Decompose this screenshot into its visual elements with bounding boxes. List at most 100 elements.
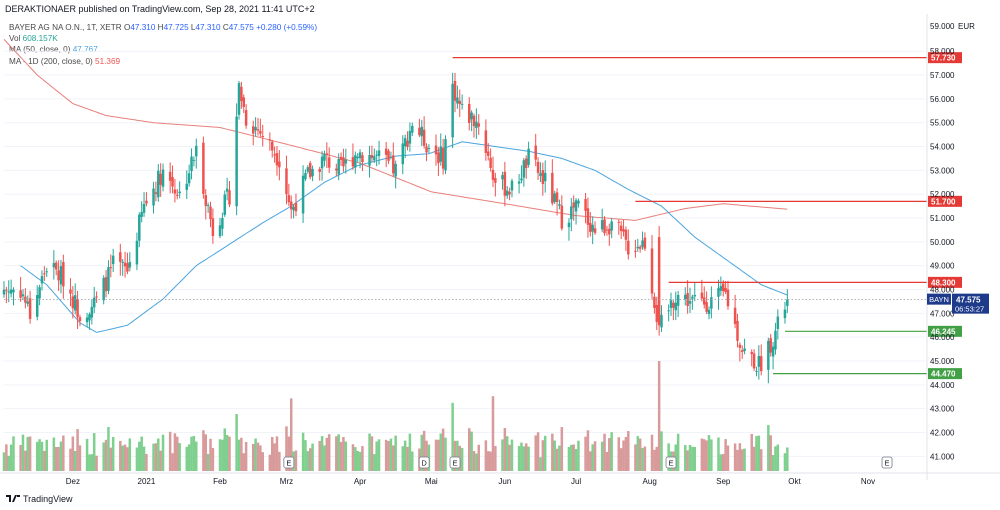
volume-bar [40, 441, 44, 471]
volume-bar [543, 435, 547, 471]
candle-body [85, 317, 89, 323]
volume-bar [553, 440, 556, 471]
candle-body [270, 141, 274, 151]
time-axis[interactable]: Dez 2021 Feb Mrz Apr Mai Jun Jul Aug Sep Okt Nov [0, 472, 1000, 486]
volume-bar [76, 429, 79, 471]
volume-bar [209, 438, 212, 471]
volume-bar [425, 440, 428, 471]
volume-bar [342, 437, 345, 471]
volume-bar [593, 441, 597, 471]
volume-bar [268, 454, 272, 471]
volume-bar [102, 442, 105, 471]
volume-bar [589, 451, 592, 471]
candle-body [688, 301, 692, 304]
volume-bar [600, 441, 604, 471]
ma200-line [3, 38, 788, 221]
candle-body [584, 199, 587, 211]
candle-body [420, 126, 424, 137]
candle-body [237, 83, 241, 115]
volume-bar [128, 438, 132, 471]
volume-bar [356, 451, 359, 471]
candle-body [154, 192, 158, 194]
candle-body [593, 228, 597, 233]
event-marker-label: E [669, 459, 674, 468]
candle-body [2, 289, 6, 295]
volume-bar [9, 444, 13, 471]
candle-body [702, 297, 706, 305]
candle-body [422, 129, 426, 146]
volume-bar [242, 453, 245, 471]
volume-bar [275, 436, 279, 471]
volume-bar [135, 447, 139, 471]
volume-bar [403, 440, 407, 471]
legend-ma50-label: MA (50, close, 0) [9, 45, 71, 55]
volume-bar [335, 436, 338, 471]
candle-body [508, 191, 511, 195]
volume-bar [736, 449, 739, 471]
candle-body [308, 163, 312, 178]
candle-body [769, 338, 772, 353]
volume-bar [337, 434, 340, 471]
volume-bar [251, 443, 255, 471]
candle-body [655, 304, 659, 323]
volume-bar [577, 440, 580, 471]
volume-bar [119, 440, 122, 471]
candle-body [95, 296, 98, 298]
volume-bar [617, 437, 621, 471]
candle-body [783, 309, 787, 319]
time-tick-label: 2021 [138, 477, 156, 486]
candle-body [225, 188, 229, 192]
volume-bar [719, 454, 723, 471]
level-tag-label: 46.245 [931, 327, 956, 336]
volume-bar [152, 443, 155, 471]
candle-body [294, 202, 298, 212]
volume-bar [320, 436, 324, 471]
candle-body [643, 237, 647, 249]
candle-body [667, 310, 670, 312]
candle-body [278, 161, 281, 168]
volume-bar [354, 447, 357, 471]
candle-body [12, 289, 15, 293]
level-tag [928, 368, 962, 380]
candle-body [505, 190, 509, 196]
volume-bar [344, 441, 348, 471]
volume-bar [195, 441, 198, 471]
volume-bar [517, 446, 521, 471]
candle-body [306, 167, 310, 172]
price-tick-label: 58.000 [930, 47, 955, 56]
candle-body [178, 191, 181, 194]
candle-body [7, 291, 10, 293]
volume-bar [619, 448, 623, 471]
volume-bar [270, 437, 274, 471]
volume-bar [743, 448, 746, 471]
volume-bar [92, 433, 96, 471]
price-tick-label: 41.000 [930, 452, 955, 461]
candle-body [292, 206, 295, 211]
candle-body [107, 267, 110, 291]
candle-body [325, 153, 329, 155]
volume-bar [185, 446, 189, 471]
volume-bar [475, 453, 478, 471]
tradingview-brand: TradingView [6, 494, 73, 504]
volume-bar [85, 438, 89, 471]
volume-bar [660, 431, 663, 471]
volume-bar [325, 437, 329, 471]
candle-body [221, 218, 224, 229]
candle-body [517, 181, 521, 184]
candle-body [187, 173, 191, 184]
candle-body [660, 314, 663, 328]
volume-bar [710, 439, 713, 471]
candle-body [384, 148, 388, 155]
candle-body [524, 158, 528, 169]
candle-body [491, 169, 495, 180]
volume-bar [109, 447, 113, 471]
volume-bar [107, 426, 110, 471]
volume-bar [225, 435, 229, 471]
candle-body [140, 211, 143, 217]
candle-body [721, 283, 725, 292]
candle-body [242, 97, 245, 108]
candle-body [211, 218, 215, 237]
